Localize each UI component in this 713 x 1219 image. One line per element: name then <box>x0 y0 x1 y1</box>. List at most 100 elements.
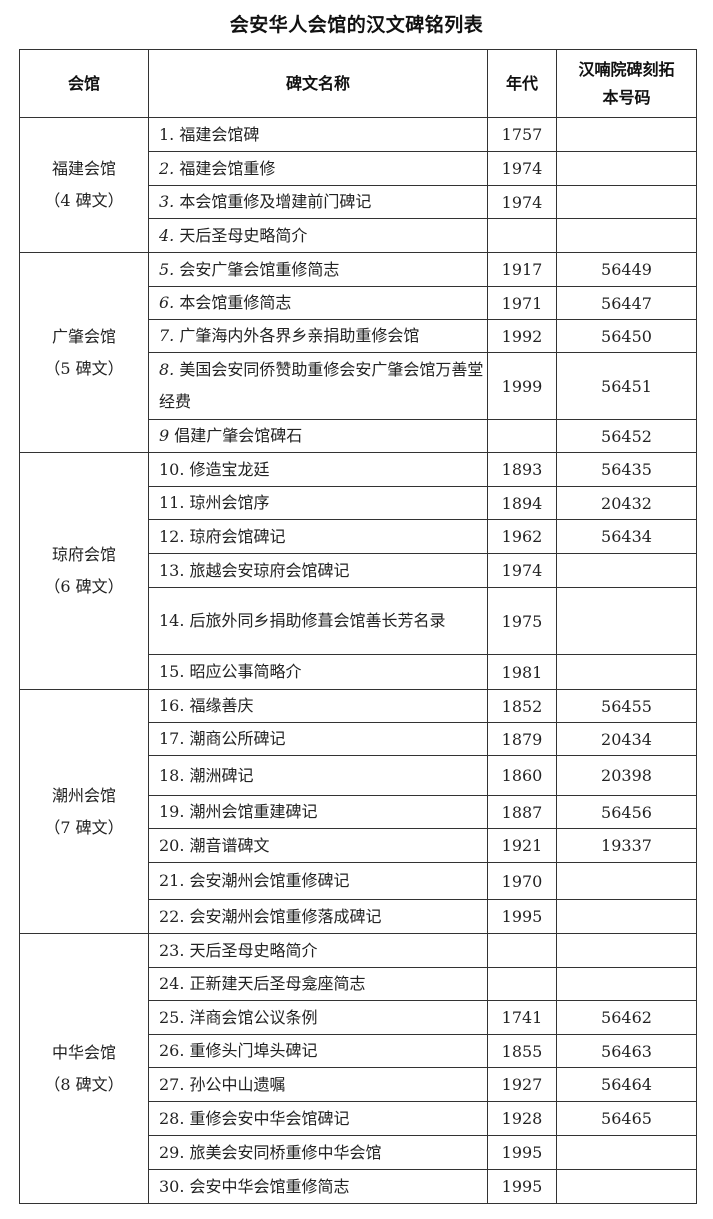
rubbing-code: 56447 <box>556 286 697 320</box>
inscription-name: 26. 重修头门埠头碑记 <box>148 1034 488 1068</box>
hall-count: （4 碑文） <box>44 191 124 210</box>
table-row: 15. 昭应公事简略介 1981 <box>20 654 697 690</box>
inscription-name: 15. 昭应公事简略介 <box>148 654 488 690</box>
inscription-year: 1894 <box>487 486 557 520</box>
inscription-name: 10. 修造宝龙廷 <box>148 452 488 487</box>
inscription-year: 1893 <box>487 452 557 487</box>
hall-name: 福建会馆 <box>51 159 116 178</box>
rubbing-code <box>556 899 697 934</box>
header-row: 会馆 碑文名称 年代 汉喃院碑刻拓本号码 <box>19 49 697 118</box>
table-row: 14. 后旅外同乡捐助修葺会馆善长芳名录 1975 <box>20 587 697 655</box>
table-row: 福建会馆 （4 碑文） 1. 福建会馆碑 1757 <box>19 117 697 253</box>
inscription-year <box>487 933 557 968</box>
table-row: 7. 广肇海内外各界乡亲捐助重修会馆 1992 56450 <box>20 319 697 353</box>
table-row: 8. 美国会安同侨赞助重修会安广肇会馆万善堂经费 1999 56451 <box>20 352 697 420</box>
rubbing-code <box>556 1135 697 1170</box>
hall-cell: 福建会馆 （4 碑文） <box>19 117 149 253</box>
rubbing-code <box>556 933 697 968</box>
rubbing-code: 56434 <box>556 519 697 554</box>
inscription-name: 6. 本会馆重修简志 <box>148 286 488 320</box>
inscription-year: 1860 <box>487 755 557 796</box>
rubbing-code <box>556 117 697 152</box>
inscription-year: 1741 <box>487 1000 557 1035</box>
table-row: 6. 本会馆重修简志 1971 56447 <box>20 286 697 320</box>
inscription-year: 1971 <box>487 286 557 320</box>
table-row: 2. 福建会馆重修 1974 <box>20 151 697 186</box>
table-row: 9 倡建广肇会馆碑石 56452 <box>20 419 697 453</box>
inscription-year: 1852 <box>487 689 557 723</box>
rubbing-code: 56462 <box>556 1000 697 1035</box>
header-name: 碑文名称 <box>148 49 488 118</box>
rubbing-code <box>556 862 697 900</box>
header-year: 年代 <box>487 49 557 118</box>
rubbing-code: 56449 <box>556 252 697 287</box>
table-row: 18. 潮洲碑记 1860 20398 <box>20 755 697 796</box>
inscription-name: 12. 琼府会馆碑记 <box>148 519 488 554</box>
inscription-year: 1974 <box>487 185 557 219</box>
table-row: 19. 潮州会馆重建碑记 1887 56456 <box>20 795 697 829</box>
hall-count: （6 碑文） <box>44 577 124 596</box>
inscription-year: 1917 <box>487 252 557 287</box>
rubbing-code <box>556 967 697 1001</box>
inscription-year: 1992 <box>487 319 557 353</box>
inscription-year: 1921 <box>487 828 557 863</box>
inscription-year: 1879 <box>487 722 557 756</box>
table-row: 30. 会安中华会馆重修简志 1995 <box>20 1169 697 1204</box>
inscription-year: 1995 <box>487 1135 557 1170</box>
hall-count: （7 碑文） <box>44 817 124 837</box>
hall-name: 琼府会馆 <box>51 545 116 564</box>
hall-cell: 中华会馆 （8 碑文） <box>19 933 149 1204</box>
inscription-year: 1974 <box>487 553 557 588</box>
table-row: 22. 会安潮州会馆重修落成碑记 1995 <box>20 899 697 934</box>
rubbing-code: 56464 <box>556 1067 697 1102</box>
table-row: 3. 本会馆重修及增建前门碑记 1974 <box>20 185 697 219</box>
inscription-name: 22. 会安潮州会馆重修落成碑记 <box>148 899 488 934</box>
table-row: 20. 潮音谱碑文 1921 19337 <box>20 828 697 863</box>
inscription-name: 24. 正新建天后圣母龛座简志 <box>148 967 488 1001</box>
inscription-name: 21. 会安潮州会馆重修碑记 <box>148 862 488 900</box>
table-row: 广肇会馆 （5 碑文） 5. 会安广肇会馆重修简志 1917 56449 <box>19 252 697 453</box>
inscription-name: 11. 琼州会馆序 <box>148 486 488 520</box>
hall-cell: 琼府会馆 （6 碑文） <box>19 452 149 690</box>
table-row: 琼府会馆 （6 碑文） 10. 修造宝龙廷 1893 56435 <box>19 452 697 690</box>
inscription-name: 20. 潮音谱碑文 <box>148 828 488 863</box>
hall-cell: 潮州会馆 （7 碑文） <box>19 689 149 934</box>
table-row: 11. 琼州会馆序 1894 20432 <box>20 486 697 520</box>
table-row: 潮州会馆 （7 碑文） 16. 福缘善庆 1852 56455 <box>19 689 697 934</box>
rubbing-code <box>556 1169 697 1204</box>
table-row: 中华会馆 （8 碑文） 23. 天后圣母史略简介 <box>19 933 697 1204</box>
hall-count: （5 碑文） <box>44 358 124 378</box>
hall-cell: 广肇会馆 （5 碑文） <box>19 252 149 453</box>
inscription-name: 5. 会安广肇会馆重修简志 <box>148 252 488 287</box>
rubbing-code <box>556 587 697 655</box>
table-row: 28. 重修会安中华会馆碑记 1928 56465 <box>20 1101 697 1136</box>
table-row: 29. 旅美会安同桥重修中华会馆 1995 <box>20 1135 697 1170</box>
rubbing-code: 20432 <box>556 486 697 520</box>
inscription-name: 8. 美国会安同侨赞助重修会安广肇会馆万善堂经费 <box>148 352 488 420</box>
inscription-name: 16. 福缘善庆 <box>148 689 488 723</box>
inscription-year: 1970 <box>487 862 557 900</box>
inscription-year <box>487 967 557 1001</box>
hall-name: 潮州会馆 <box>51 785 116 805</box>
rubbing-code <box>556 654 697 690</box>
inscription-name: 30. 会安中华会馆重修简志 <box>148 1169 488 1204</box>
rubbing-code: 56455 <box>556 689 697 723</box>
inscription-year: 1855 <box>487 1034 557 1068</box>
inscription-name: 25. 洋商会馆公议条例 <box>148 1000 488 1035</box>
inscription-name: 3. 本会馆重修及增建前门碑记 <box>148 185 488 219</box>
table-title: 会安华人会馆的汉文碑铭列表 <box>229 14 484 36</box>
rubbing-code <box>556 218 697 253</box>
table-row: 25. 洋商会馆公议条例 1741 56462 <box>20 1000 697 1035</box>
inscription-year: 1999 <box>487 352 557 420</box>
inscription-year: 1928 <box>487 1101 557 1136</box>
inscription-name: 27. 孙公中山遗嘱 <box>148 1067 488 1102</box>
hall-name: 中华会馆 <box>51 1042 116 1062</box>
inscription-year: 1927 <box>487 1067 557 1102</box>
table-row: 4. 天后圣母史略简介 <box>20 218 697 253</box>
inscription-year <box>487 218 557 253</box>
inscription-year: 1757 <box>487 117 557 152</box>
inscription-year <box>487 419 557 453</box>
inscriptions-table: 会馆 碑文名称 年代 汉喃院碑刻拓本号码 福建会馆 （4 碑文） 1. 福建会馆碑 1… <box>19 49 697 1204</box>
inscription-name: 18. 潮洲碑记 <box>148 755 488 796</box>
inscription-name: 7. 广肇海内外各界乡亲捐助重修会馆 <box>148 319 488 353</box>
